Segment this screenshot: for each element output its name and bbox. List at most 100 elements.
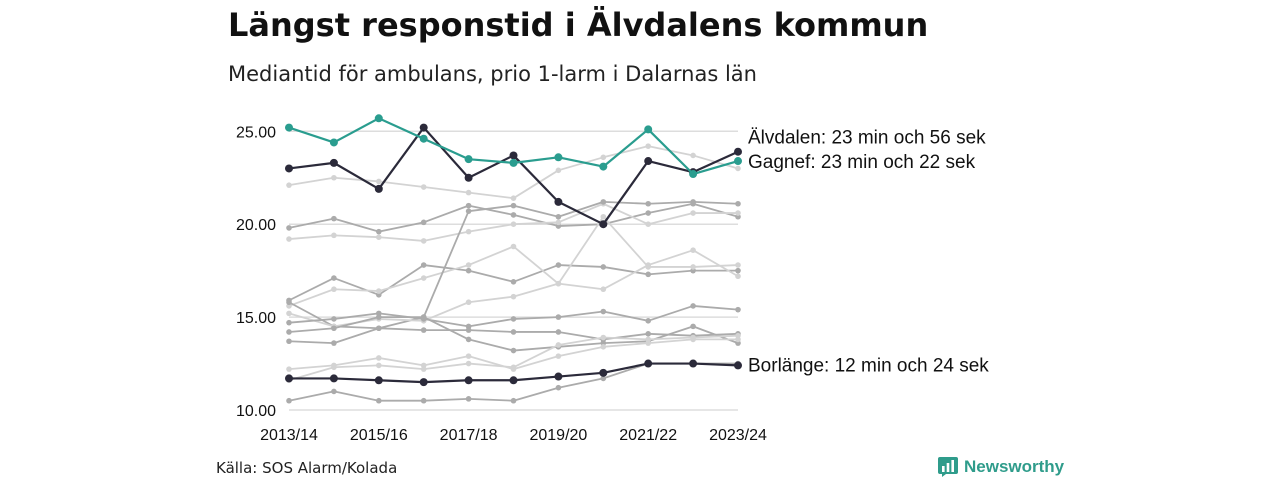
newsworthy-chart-icon bbox=[938, 457, 958, 477]
data-point bbox=[735, 332, 741, 339]
data-point bbox=[376, 288, 382, 294]
data-point bbox=[420, 314, 427, 320]
series-alvdalen bbox=[285, 123, 742, 229]
data-point bbox=[645, 331, 651, 337]
data-point bbox=[735, 210, 741, 216]
data-point bbox=[465, 262, 472, 268]
series-line bbox=[288, 126, 739, 226]
data-point bbox=[510, 221, 517, 227]
data-point bbox=[374, 184, 383, 193]
data-point bbox=[465, 299, 472, 306]
data-point bbox=[510, 202, 517, 209]
data-point bbox=[644, 157, 653, 166]
data-point bbox=[600, 264, 607, 270]
data-point bbox=[286, 366, 292, 372]
data-point bbox=[376, 234, 382, 240]
data-point bbox=[555, 219, 562, 226]
data-point bbox=[555, 314, 562, 320]
data-point bbox=[329, 374, 338, 383]
series-line bbox=[288, 215, 739, 328]
data-point bbox=[555, 384, 562, 391]
data-point bbox=[331, 325, 337, 332]
data-point bbox=[331, 275, 337, 281]
data-point bbox=[645, 336, 651, 343]
chart-title: Längst responstid i Älvdalens kommun bbox=[228, 6, 929, 44]
brand-name: Newsworthy bbox=[964, 457, 1065, 476]
data-point bbox=[420, 219, 427, 226]
data-point bbox=[510, 243, 517, 250]
data-point bbox=[376, 314, 382, 320]
data-point bbox=[286, 299, 292, 306]
data-point bbox=[555, 262, 562, 268]
data-point bbox=[510, 212, 517, 218]
data-point bbox=[690, 334, 696, 341]
x-tick-label: 2015/16 bbox=[350, 427, 408, 444]
data-point bbox=[600, 344, 607, 350]
data-point bbox=[331, 286, 337, 293]
data-point bbox=[331, 364, 337, 371]
data-point bbox=[374, 376, 383, 385]
data-point bbox=[376, 362, 382, 369]
data-point bbox=[376, 178, 382, 185]
series-line bbox=[288, 334, 739, 382]
x-tick-label: 2017/18 bbox=[440, 427, 498, 444]
data-point bbox=[286, 310, 292, 317]
source-note: Källa: SOS Alarm/Kolada bbox=[216, 459, 398, 477]
data-point bbox=[735, 267, 741, 274]
end-label-alvdalen: Älvdalen: 23 min och 56 sek bbox=[748, 128, 986, 149]
data-point bbox=[600, 213, 607, 220]
data-point bbox=[286, 319, 292, 326]
data-point bbox=[285, 164, 293, 173]
data-point bbox=[599, 368, 608, 377]
data-point bbox=[735, 262, 741, 268]
data-point bbox=[376, 228, 382, 235]
x-tick-label: 2013/14 bbox=[260, 427, 318, 444]
data-point bbox=[331, 388, 337, 395]
data-point bbox=[465, 202, 472, 209]
data-point bbox=[690, 247, 696, 254]
data-point bbox=[555, 167, 562, 174]
data-point bbox=[419, 378, 428, 387]
data-point bbox=[509, 158, 518, 167]
data-point bbox=[555, 329, 562, 335]
data-point bbox=[510, 397, 517, 404]
data-point bbox=[510, 329, 517, 335]
data-point bbox=[509, 151, 518, 160]
data-point bbox=[331, 316, 337, 322]
data-point bbox=[419, 123, 428, 132]
data-point bbox=[510, 195, 517, 201]
data-point bbox=[331, 232, 337, 239]
data-point bbox=[735, 165, 741, 172]
data-point bbox=[465, 267, 472, 274]
data-point bbox=[420, 184, 427, 190]
end-label-gagnef: Gagnef: 23 min och 22 sek bbox=[748, 152, 976, 173]
data-point bbox=[464, 173, 473, 182]
data-point bbox=[419, 134, 428, 143]
data-point bbox=[464, 376, 473, 385]
data-point bbox=[555, 353, 562, 359]
data-point bbox=[554, 197, 563, 206]
data-point bbox=[420, 327, 427, 333]
data-point bbox=[329, 158, 338, 167]
data-point bbox=[465, 208, 472, 214]
y-tick-label: 10.00 bbox=[236, 403, 276, 420]
data-point bbox=[600, 154, 607, 161]
data-point bbox=[376, 397, 382, 404]
data-point bbox=[465, 228, 472, 235]
data-point bbox=[465, 327, 472, 333]
data-point bbox=[645, 318, 651, 324]
y-tick-label: 25.00 bbox=[236, 124, 276, 141]
data-point bbox=[510, 278, 517, 285]
series-borlange bbox=[285, 359, 742, 387]
data-point bbox=[420, 262, 427, 268]
data-point bbox=[645, 264, 651, 270]
data-point bbox=[645, 271, 651, 278]
newsworthy-logo: Newsworthy bbox=[938, 456, 1064, 478]
x-tick-label: 2019/20 bbox=[529, 427, 587, 444]
data-point bbox=[645, 210, 651, 216]
data-point bbox=[286, 338, 292, 345]
series-background-12 bbox=[286, 325, 741, 346]
data-point bbox=[735, 273, 741, 280]
series-background-10 bbox=[286, 303, 741, 330]
data-point bbox=[286, 236, 292, 242]
